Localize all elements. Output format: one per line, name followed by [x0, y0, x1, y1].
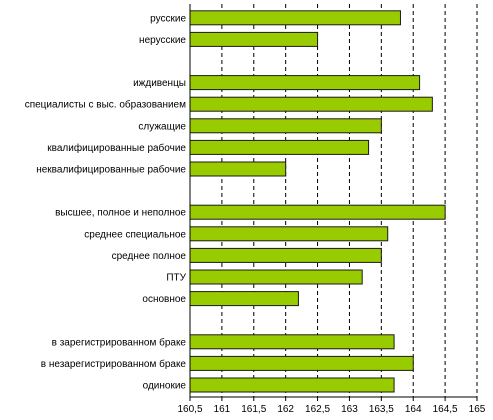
tick-label: 161,5	[241, 404, 266, 415]
category-label: русские	[150, 13, 186, 24]
bar	[189, 377, 395, 393]
category-label: среднее специальное	[84, 229, 186, 240]
bar	[189, 161, 287, 177]
bar	[189, 226, 389, 242]
bar	[189, 269, 363, 285]
category-label: иждивенцы	[133, 78, 186, 89]
category-label: нерусские	[139, 35, 186, 46]
grid-lines	[221, 4, 478, 397]
bar	[189, 118, 382, 134]
tick-label: 160,5	[177, 404, 202, 415]
bar	[189, 75, 421, 91]
tick-label: 164,5	[433, 404, 458, 415]
category-label: основное	[142, 294, 186, 305]
tick-label: 162	[277, 404, 294, 415]
category-label: специалисты с выс. образованием	[25, 99, 186, 111]
bar	[189, 204, 446, 220]
tick-label: 165	[469, 404, 486, 415]
bar	[189, 355, 414, 371]
bar	[189, 334, 395, 350]
tick-label: 162,5	[305, 404, 330, 415]
category-label: в зарегистрированном браке	[52, 336, 187, 348]
bar	[189, 291, 299, 307]
tick-label: 161	[214, 404, 231, 415]
tick-label: 163,5	[369, 404, 394, 415]
tick-label: 163	[341, 404, 358, 415]
bar	[189, 96, 433, 112]
category-label: ПТУ	[166, 273, 186, 284]
bar	[189, 247, 382, 263]
category-label: квалифицированные рабочие	[47, 142, 186, 154]
category-label: среднее полное	[112, 251, 187, 262]
category-labels: русские нерусские иждивенцы специалисты с в…	[25, 13, 187, 391]
category-label: служащие	[138, 121, 186, 132]
bar	[189, 10, 401, 26]
category-label: одинокие	[143, 381, 187, 392]
category-label: высшее, полное и неполное	[55, 208, 186, 219]
tick-label: 164	[405, 404, 422, 415]
category-label: неквалифицированные рабочие	[36, 164, 186, 176]
bar	[189, 139, 370, 155]
bar	[189, 31, 319, 47]
category-label: в незарегистрированном браке	[41, 358, 187, 370]
x-axis: 160,5 161 161,5 162 162,5 163 163,5 164 164,5 165	[177, 4, 486, 415]
